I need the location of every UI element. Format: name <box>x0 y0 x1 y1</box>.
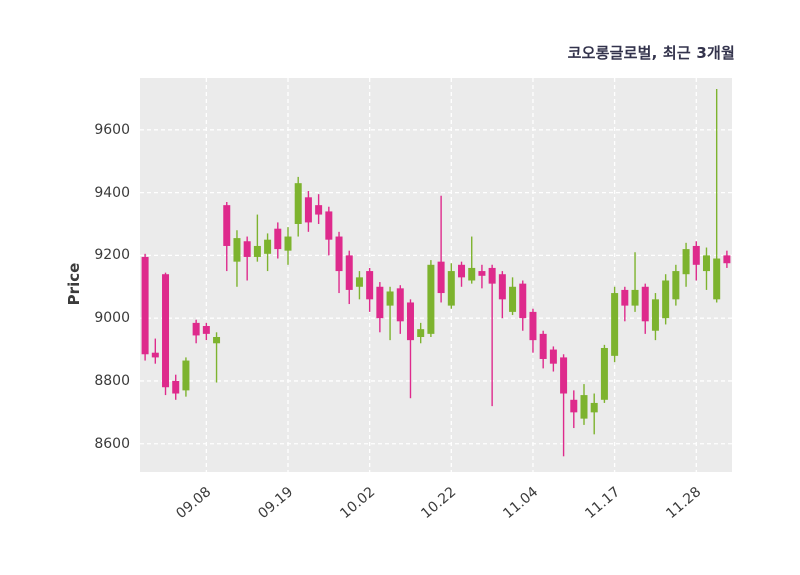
candle-body <box>172 380 180 394</box>
candle-body <box>325 211 333 240</box>
candle-body <box>651 299 659 331</box>
candle-body <box>631 289 639 306</box>
candle-body <box>600 347 608 400</box>
candle-body <box>519 283 527 319</box>
candle-body <box>692 245 700 265</box>
candle-body <box>345 255 353 290</box>
candle-body <box>447 271 455 306</box>
candle-body <box>141 256 149 355</box>
candle-body <box>702 255 710 272</box>
candle-body <box>386 291 394 306</box>
candle-body <box>509 286 517 312</box>
candle-body <box>304 197 312 223</box>
candle-body <box>560 357 568 394</box>
candle-body <box>570 399 578 413</box>
candle-body <box>468 267 476 281</box>
candle-body <box>406 302 414 341</box>
x-tick-label: 11.04 <box>500 484 542 523</box>
candle-body <box>202 326 210 334</box>
candle-body <box>723 255 731 264</box>
candle-body <box>427 264 435 334</box>
candle-body <box>396 288 404 322</box>
candle-body <box>478 271 486 276</box>
candle-body <box>662 280 670 319</box>
candle-body <box>233 238 241 262</box>
candle-body <box>417 329 425 338</box>
candle-body <box>264 239 272 254</box>
candle-body <box>192 322 200 336</box>
candle-body <box>713 258 721 300</box>
candle-body <box>580 395 588 419</box>
candle-body <box>182 360 190 391</box>
x-tick-label: 09.08 <box>173 484 215 523</box>
candle-body <box>376 286 384 319</box>
x-tick-label: 11.28 <box>663 484 705 523</box>
candle-body <box>213 337 221 344</box>
candle-body <box>243 241 251 257</box>
chart-title: 코오롱글로벌, 최근 3개월 <box>567 44 735 62</box>
candle-body <box>223 205 231 246</box>
x-tick-label: 09.19 <box>255 484 297 523</box>
plot-area <box>140 78 732 472</box>
candle-body <box>335 236 343 272</box>
y-tick-label: 9400 <box>94 184 130 201</box>
candle-body <box>151 352 159 358</box>
candle-body <box>274 228 282 250</box>
candle-body <box>498 274 506 300</box>
candle-body <box>621 289 629 306</box>
x-tick-label: 10.02 <box>336 484 378 523</box>
candle-body <box>672 271 680 300</box>
y-tick-label: 9000 <box>94 310 130 327</box>
candle-body <box>315 205 323 215</box>
candle-body <box>549 349 557 364</box>
candle-body <box>458 264 466 278</box>
candle-body <box>682 249 690 275</box>
candle-body <box>488 267 496 284</box>
candle-body <box>366 271 374 300</box>
candle-body <box>253 245 261 257</box>
candle-body <box>641 286 649 322</box>
candle-body <box>294 183 302 224</box>
candle-body <box>590 402 598 413</box>
candle-body <box>284 236 292 251</box>
candle-body <box>529 311 537 341</box>
x-tick-label: 10.22 <box>418 484 460 523</box>
y-tick-label: 8800 <box>94 372 130 389</box>
x-tick-label: 11.17 <box>581 484 623 523</box>
candle-body <box>539 333 547 359</box>
candle-body <box>611 293 619 356</box>
y-tick-label: 9600 <box>94 121 130 138</box>
candles-svg <box>140 78 732 472</box>
candle-body <box>162 274 170 388</box>
y-tick-label: 8600 <box>94 435 130 452</box>
y-tick-label: 9200 <box>94 247 130 264</box>
candle-body <box>355 277 363 287</box>
candle-body <box>437 261 445 294</box>
